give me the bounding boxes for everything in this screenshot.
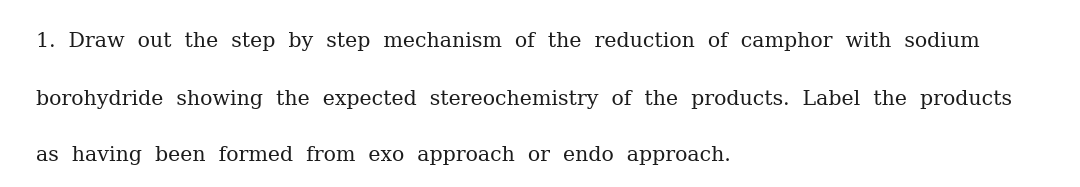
Text: 1.  Draw  out  the  step  by  step  mechanism  of  the  reduction  of  camphor  : 1. Draw out the step by step mechanism o… bbox=[36, 32, 980, 51]
Text: as  having  been  formed  from  exo  approach  or  endo  approach.: as having been formed from exo approach … bbox=[36, 146, 730, 165]
Text: borohydride  showing  the  expected  stereochemistry  of  the  products.  Label : borohydride showing the expected stereoc… bbox=[36, 90, 1012, 109]
